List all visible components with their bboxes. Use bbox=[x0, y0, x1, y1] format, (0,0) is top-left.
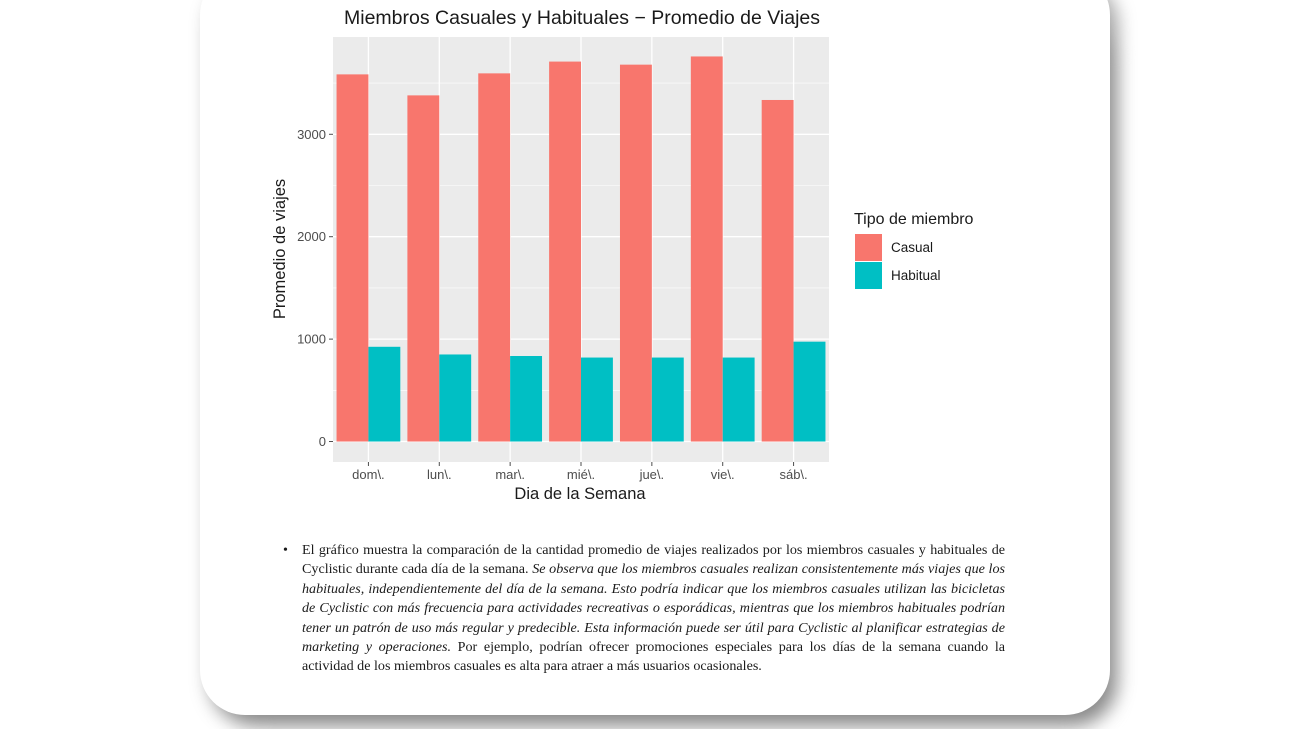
bar-habitual-3 bbox=[581, 357, 613, 442]
bar-habitual-2 bbox=[510, 356, 543, 442]
bar-casual-1 bbox=[407, 95, 440, 442]
x-tick-label: lun\. bbox=[427, 467, 452, 482]
x-tick-label: mar\. bbox=[495, 467, 525, 482]
bar-habitual-5 bbox=[722, 357, 755, 442]
legend-swatch-casual bbox=[855, 234, 882, 261]
x-axis: dom\. lun\. mar\. mié\. jue\. vie\. sáb\. bbox=[352, 462, 808, 482]
legend: Tipo de miembro Casual Habitual bbox=[854, 211, 974, 289]
x-axis-title: Dia de la Semana bbox=[514, 485, 646, 503]
bar-chart: Miembros Casuales y Habituales − Promedi… bbox=[271, 7, 974, 503]
bar-habitual-0 bbox=[368, 346, 401, 442]
y-tick-label: 3000 bbox=[297, 127, 326, 142]
bar-habitual-6 bbox=[793, 341, 826, 442]
x-tick-label: mié\. bbox=[567, 467, 595, 482]
x-tick-label: vie\. bbox=[711, 467, 735, 482]
paragraph-part-2-italic: Se observa que los miembros casuales rea… bbox=[302, 561, 1005, 656]
y-tick-label: 2000 bbox=[297, 229, 326, 244]
y-axis-title: Promedio de viajes bbox=[271, 179, 289, 319]
bullet-icon: • bbox=[283, 542, 288, 558]
legend-label-casual: Casual bbox=[891, 240, 933, 255]
x-tick-label: jue\. bbox=[639, 467, 665, 482]
bar-habitual-1 bbox=[439, 354, 472, 442]
x-tick-label: sáb\. bbox=[779, 467, 807, 482]
legend-swatch-habitual bbox=[855, 262, 882, 289]
y-tick-label: 1000 bbox=[297, 332, 326, 347]
legend-title: Tipo de miembro bbox=[854, 211, 974, 228]
y-axis: 0 1000 2000 3000 bbox=[297, 127, 333, 449]
y-tick-label: 0 bbox=[319, 434, 326, 449]
paragraph-part-1: El gráfico muestra la comparación de la … bbox=[302, 542, 1005, 578]
bar-casual-4 bbox=[619, 64, 652, 442]
bars bbox=[336, 56, 826, 442]
legend-label-habitual: Habitual bbox=[891, 268, 941, 283]
description-paragraph: • El gráfico muestra la comparación de l… bbox=[283, 541, 1005, 677]
paragraph-part-3: Por ejemplo, podrían ofrecer promociones… bbox=[302, 639, 1006, 675]
bar-casual-0 bbox=[336, 74, 369, 442]
bar-casual-2 bbox=[478, 73, 511, 442]
paragraph-text: El gráfico muestra la comparación de la … bbox=[302, 541, 1005, 677]
chart-title: Miembros Casuales y Habituales − Promedi… bbox=[344, 7, 820, 29]
bar-casual-6 bbox=[761, 99, 794, 442]
bar-casual-5 bbox=[690, 56, 723, 442]
bar-habitual-4 bbox=[651, 357, 684, 442]
bar-casual-3 bbox=[549, 61, 581, 442]
x-tick-label: dom\. bbox=[352, 467, 385, 482]
